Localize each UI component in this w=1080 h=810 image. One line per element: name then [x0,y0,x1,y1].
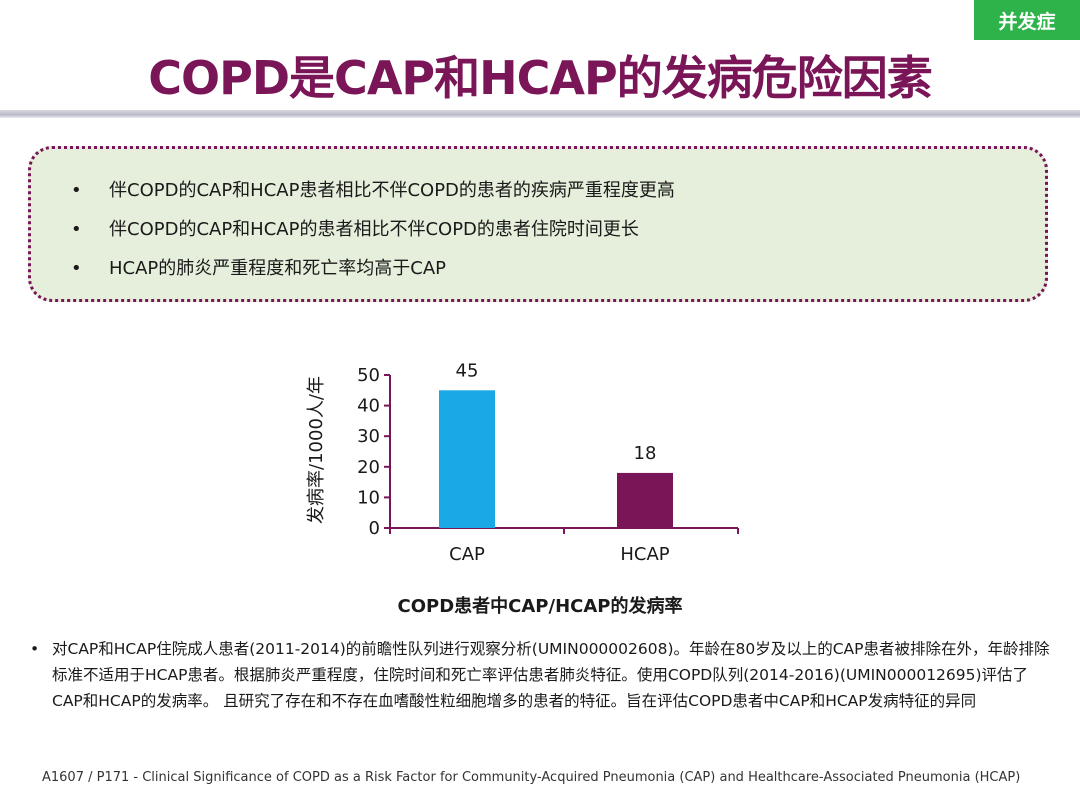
bullet-icon: • [30,640,40,658]
summary-box: • 伴COPD的CAP和HCAP患者相比不伴COPD的患者的疾病严重程度更高 •… [28,146,1048,302]
chart-title: COPD患者中CAP/HCAP的发病率 [397,596,683,617]
y-tick-label: 10 [357,487,380,508]
y-tick-label: 20 [357,457,380,478]
summary-list: • 伴COPD的CAP和HCAP患者相比不伴COPD的患者的疾病严重程度更高 •… [71,171,1045,288]
bar-hcap [617,472,673,528]
section-tag: 并发症 [974,0,1080,40]
bar-chart-svg: 发病率/1000人/年 0 10 20 30 40 50 45 CAP 18 HCAP [306,360,739,565]
study-note: • 对CAP和HCAP住院成人患者(2011-2014)的前瞻性队列进行观察分析… [30,636,1050,714]
bullet-icon: • [71,219,82,240]
bar-cap [439,390,495,528]
summary-item: • 伴COPD的CAP和HCAP的患者相比不伴COPD的患者住院时间更长 [71,210,1045,249]
bullet-icon: • [71,258,82,279]
summary-item-text: 伴COPD的CAP和HCAP的患者相比不伴COPD的患者住院时间更长 [109,219,639,240]
bullet-icon: • [71,180,82,201]
y-tick-label: 30 [357,426,380,447]
y-tick-label: 0 [369,518,380,539]
summary-item-text: 伴COPD的CAP和HCAP患者相比不伴COPD的患者的疾病严重程度更高 [109,180,675,201]
summary-item: • HCAP的肺炎严重程度和死亡率均高于CAP [71,249,1045,288]
data-label: 18 [634,443,657,464]
data-label: 45 [456,360,479,381]
y-tick-label: 50 [357,365,380,386]
slide-title: COPD是CAP和HCAP的发病危险因素 [148,51,932,105]
study-note-text: 对CAP和HCAP住院成人患者(2011-2014)的前瞻性队列进行观察分析(U… [52,640,1050,710]
citation: A1607 / P171 - Clinical Significance of … [42,770,1021,785]
y-tick-label: 40 [357,396,380,417]
summary-item: • 伴COPD的CAP和HCAP患者相比不伴COPD的患者的疾病严重程度更高 [71,171,1045,210]
x-tick-label: CAP [449,544,485,565]
bar-chart: 发病率/1000人/年 0 10 20 30 40 50 45 CAP 18 HCAP [290,350,770,620]
title-divider [0,110,1080,118]
x-tick-label: HCAP [620,544,669,565]
summary-item-text: HCAP的肺炎严重程度和死亡率均高于CAP [109,258,447,279]
y-axis-label: 发病率/1000人/年 [306,376,327,524]
